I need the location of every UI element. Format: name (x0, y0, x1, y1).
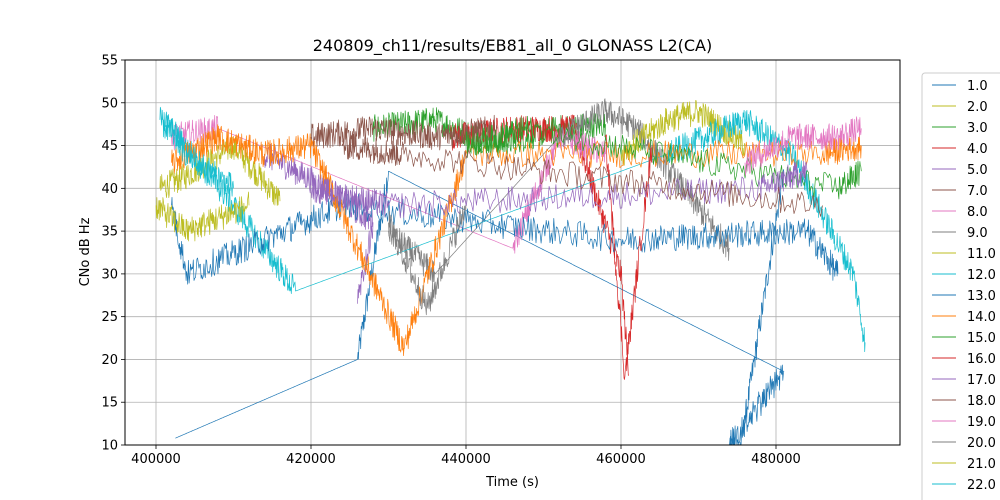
series-line (620, 100, 746, 166)
x-tick-label: 440000 (441, 452, 491, 467)
y-tick-label: 30 (101, 267, 118, 282)
legend-entry: 5.0 (967, 163, 988, 178)
series-line (171, 193, 839, 285)
x-tick-label: 400000 (131, 452, 181, 467)
legend-entry: 19.0 (967, 415, 996, 430)
legend-entry: 8.0 (967, 205, 988, 220)
legend-entry: 16.0 (967, 352, 996, 367)
series-line (175, 169, 785, 445)
series-line (465, 115, 862, 200)
series-line (163, 109, 866, 353)
series-line (264, 143, 374, 304)
series-line (159, 135, 281, 206)
legend-entry: 7.0 (967, 184, 988, 199)
x-axis-label: Time (s) (485, 475, 539, 490)
legend-entry: 9.0 (967, 226, 988, 241)
x-tick-label: 420000 (286, 452, 336, 467)
legend-entry: 15.0 (967, 331, 996, 346)
y-tick-label: 20 (101, 353, 118, 368)
series-line (388, 205, 467, 316)
legend-entry: 1.0 (967, 79, 988, 94)
y-tick-label: 50 (101, 96, 118, 111)
legend-entry: 21.0 (967, 457, 996, 472)
y-tick-label: 15 (101, 396, 118, 411)
legend-box (921, 72, 1000, 500)
x-tick-label: 480000 (751, 452, 801, 467)
legend-entry: 14.0 (967, 310, 996, 325)
legend: 1.0 2.0 3.0 4.0 5.0 7.0 8.0 9.0 11.0 12.0 13.0 14.0… (921, 72, 1000, 500)
legend-entry: 4.0 (967, 142, 988, 157)
y-tick-label: 40 (101, 182, 118, 197)
series-line (310, 160, 808, 219)
chart-title: 240809_ch11/results/EB81_all_0 GLONASS L… (313, 36, 713, 56)
legend-entry: 17.0 (967, 373, 996, 388)
series-line (605, 134, 653, 380)
series-line (155, 191, 250, 242)
series-layer (155, 98, 866, 445)
legend-entry: 18.0 (967, 394, 996, 409)
legend-entry: 12.0 (967, 268, 996, 283)
y-tick-label: 55 (101, 54, 118, 69)
series-line (341, 132, 823, 217)
legend-entry: 20.0 (967, 436, 996, 451)
y-tick-label: 45 (101, 139, 118, 154)
legend-entry: 11.0 (967, 247, 996, 262)
y-axis-label: CNo dB Hz (78, 217, 93, 286)
y-tick-label: 10 (101, 439, 118, 454)
legend-entry: 22.0 (967, 478, 996, 493)
y-tick-label: 35 (101, 225, 118, 240)
legend-entry: 3.0 (967, 121, 988, 136)
legend-entry: 13.0 (967, 289, 996, 304)
x-tick-label: 460000 (596, 452, 646, 467)
y-axis: 10 15 20 25 30 35 40 45 50 55 (101, 54, 125, 454)
series-line (159, 106, 234, 197)
x-axis: 400000 420000 440000 460000 480000 (131, 445, 801, 467)
series-line (744, 116, 862, 176)
series-line (171, 124, 862, 357)
y-tick-label: 25 (101, 310, 118, 325)
series-line (310, 114, 498, 151)
plot-area (124, 59, 901, 446)
legend-entry: 2.0 (967, 100, 988, 115)
